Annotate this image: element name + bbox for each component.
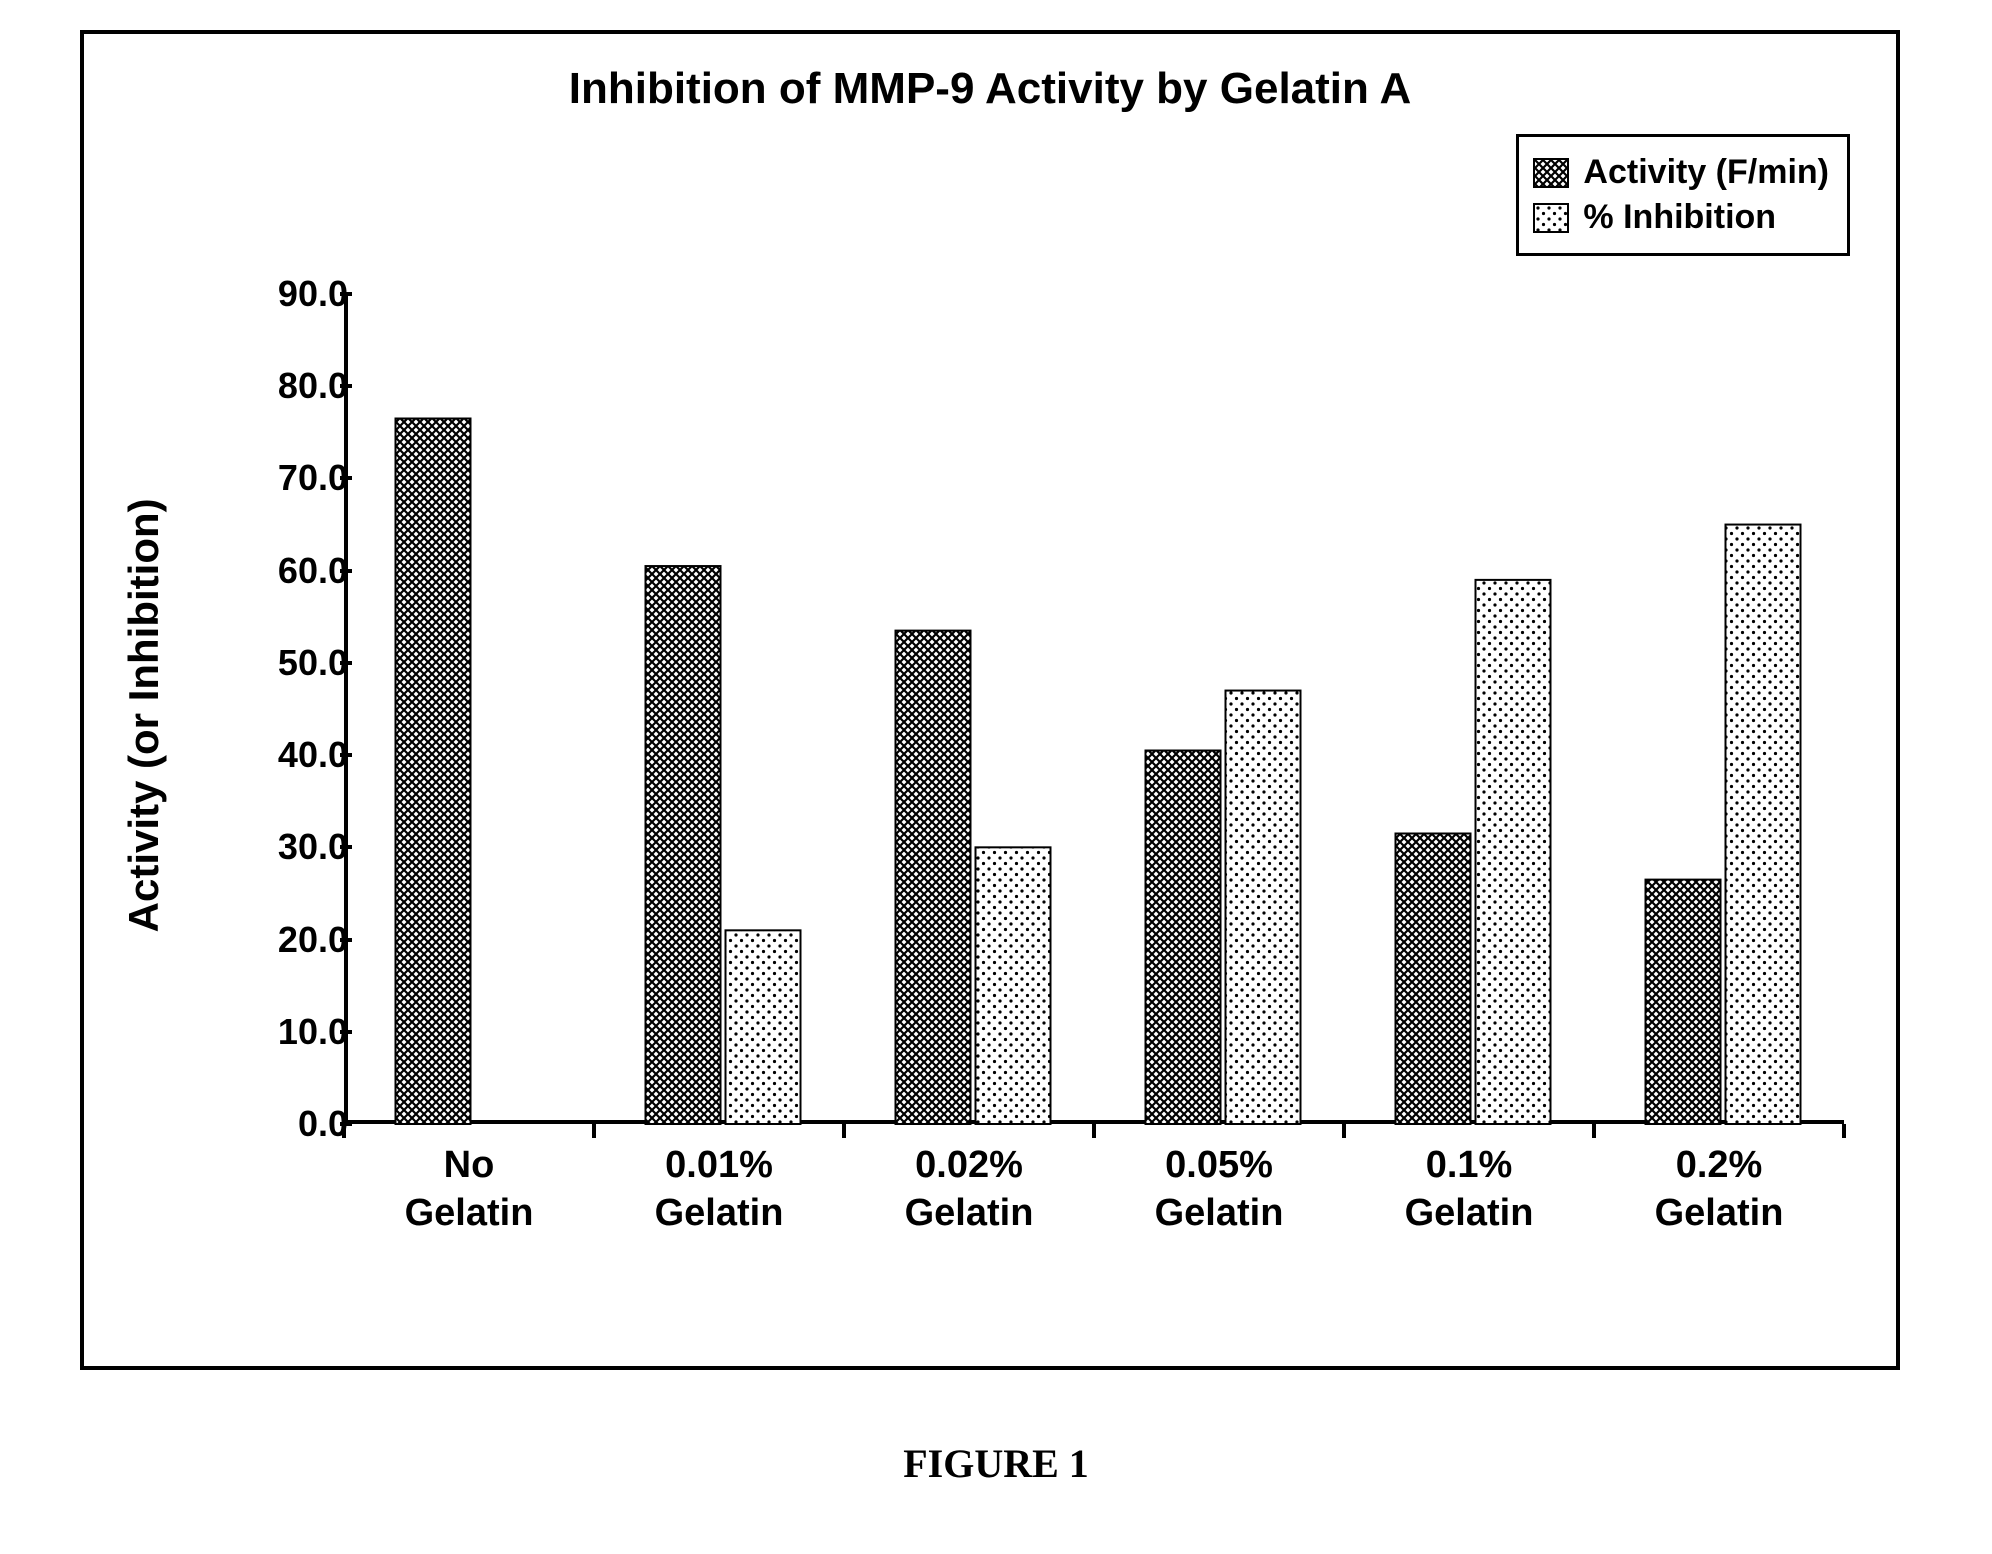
y-tick-mark	[340, 384, 352, 388]
chart-title: Inhibition of MMP-9 Activity by Gelatin …	[84, 64, 1896, 114]
legend-label-inhibition: % Inhibition	[1583, 198, 1776, 237]
bar	[1146, 751, 1221, 1125]
x-tick-mark	[842, 1124, 846, 1138]
y-tick-mark	[340, 938, 352, 942]
x-category-label: 0.2%Gelatin	[1594, 1142, 1844, 1237]
x-tick-mark	[592, 1124, 596, 1138]
y-tick-mark	[340, 753, 352, 757]
bar	[1646, 880, 1721, 1124]
y-tick-mark	[340, 845, 352, 849]
x-tick-mark	[342, 1124, 346, 1138]
y-tick-label: 80.0	[258, 365, 348, 407]
y-tick-mark	[340, 569, 352, 573]
bar	[726, 930, 801, 1124]
legend-item-activity: Activity (F/min)	[1533, 153, 1829, 192]
y-tick-label: 50.0	[258, 642, 348, 684]
y-tick-mark	[340, 1030, 352, 1034]
legend-item-inhibition: % Inhibition	[1533, 198, 1829, 237]
y-tick-label: 60.0	[258, 550, 348, 592]
y-tick-mark	[340, 661, 352, 665]
y-tick-mark	[340, 292, 352, 296]
y-tick-label: 10.0	[258, 1011, 348, 1053]
legend: Activity (F/min) % Inhibition	[1516, 134, 1850, 256]
x-tick-mark	[1342, 1124, 1346, 1138]
bar	[896, 631, 971, 1124]
y-tick-label: 0.0	[258, 1103, 348, 1145]
legend-swatch-activity	[1533, 158, 1569, 188]
x-category-label: NoGelatin	[344, 1142, 594, 1237]
y-tick-label: 30.0	[258, 826, 348, 868]
bar	[646, 566, 721, 1124]
bar	[1476, 580, 1551, 1124]
y-tick-label: 90.0	[258, 273, 348, 315]
bars-svg	[348, 294, 1844, 1120]
bar	[976, 847, 1051, 1124]
legend-label-activity: Activity (F/min)	[1583, 153, 1829, 192]
y-tick-label: 70.0	[258, 457, 348, 499]
x-tick-mark	[1092, 1124, 1096, 1138]
legend-swatch-inhibition	[1533, 203, 1569, 233]
x-category-label: 0.05%Gelatin	[1094, 1142, 1344, 1237]
plot-area	[344, 294, 1844, 1124]
x-category-label: 0.1%Gelatin	[1344, 1142, 1594, 1237]
figure-caption: FIGURE 1	[0, 1440, 1992, 1487]
chart-frame: Inhibition of MMP-9 Activity by Gelatin …	[80, 30, 1900, 1370]
x-tick-mark	[1592, 1124, 1596, 1138]
x-tick-mark	[1842, 1124, 1846, 1138]
x-category-label: 0.01%Gelatin	[594, 1142, 844, 1237]
y-axis-title: Activity (or Inhibition)	[120, 498, 168, 932]
y-tick-label: 20.0	[258, 919, 348, 961]
x-category-label: 0.02%Gelatin	[844, 1142, 1094, 1237]
y-tick-mark	[340, 476, 352, 480]
bar	[1396, 834, 1471, 1125]
bar	[396, 419, 471, 1125]
bar	[1226, 691, 1301, 1124]
bar	[1726, 525, 1801, 1124]
y-tick-label: 40.0	[258, 734, 348, 776]
